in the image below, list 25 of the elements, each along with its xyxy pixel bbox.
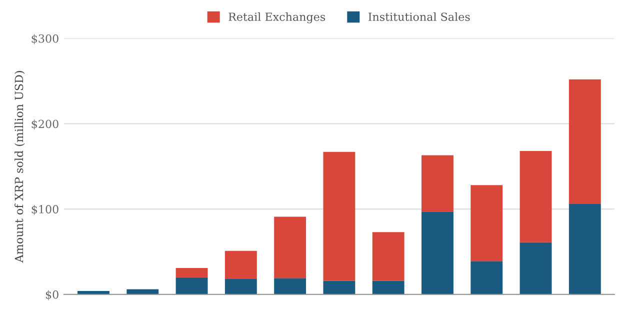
bar (176, 268, 208, 278)
bar (323, 280, 356, 294)
bar (520, 242, 552, 294)
bar (323, 152, 356, 281)
legend-label: Retail Exchanges (228, 12, 326, 24)
bar (372, 280, 404, 294)
bar (422, 212, 454, 294)
y-tick-label: $0 (46, 290, 58, 300)
bar (422, 155, 454, 212)
bar (372, 232, 404, 281)
bar (224, 279, 257, 294)
bar (470, 261, 503, 294)
legend-label: Institutional Sales (368, 12, 470, 21)
y-tick-label: $200 (32, 120, 58, 130)
bar (568, 79, 601, 204)
bar (274, 278, 306, 294)
y-axis-title: Amount of XRP sold (million USD) (14, 71, 25, 263)
y-tick-label: $300 (32, 34, 58, 44)
bar (470, 185, 503, 262)
y-tick-label: $100 (32, 204, 58, 215)
bar (274, 216, 306, 278)
bar (568, 204, 601, 294)
bar (224, 250, 257, 280)
bar (176, 277, 208, 294)
bar (520, 151, 552, 242)
